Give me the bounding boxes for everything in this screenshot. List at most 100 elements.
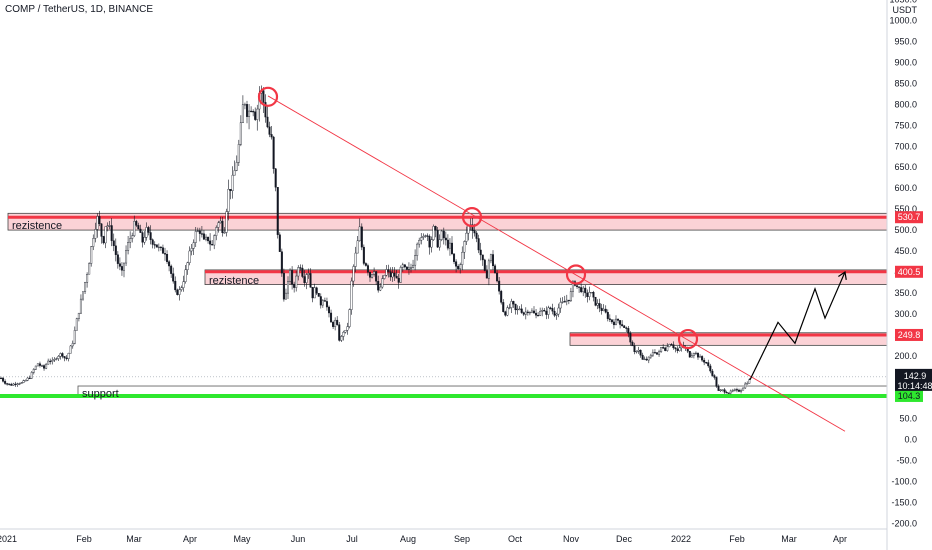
candle-body xyxy=(451,242,454,254)
candle-body xyxy=(561,301,564,303)
candle-body xyxy=(30,372,33,379)
candle-body xyxy=(340,336,343,341)
candle-body xyxy=(448,242,451,249)
candle-body xyxy=(738,389,741,392)
candle-body xyxy=(576,285,579,287)
candle-body xyxy=(656,352,659,355)
candle-body xyxy=(110,225,113,241)
candle-body xyxy=(280,251,283,274)
candle-body xyxy=(159,246,162,249)
price-tag xyxy=(895,211,923,224)
candle-body xyxy=(467,225,470,234)
candle-body xyxy=(596,303,599,306)
candle-body xyxy=(746,383,749,385)
touch-circle xyxy=(461,206,483,228)
candle-body xyxy=(371,274,374,278)
candle-body xyxy=(733,389,736,391)
candle-body xyxy=(276,187,279,235)
candle-body xyxy=(463,241,466,253)
candle-body xyxy=(163,253,166,255)
candle-body xyxy=(653,352,656,354)
candle-body xyxy=(401,264,404,268)
candle-body xyxy=(41,365,44,367)
candle-body xyxy=(235,162,238,171)
candle-body xyxy=(256,108,259,120)
candle-body xyxy=(131,235,134,239)
candle-body xyxy=(334,319,337,327)
candle-body xyxy=(221,220,224,233)
candle-body xyxy=(381,278,384,288)
candle-body xyxy=(6,383,9,385)
candle-body xyxy=(176,289,179,295)
y-tick-label: 700.0 xyxy=(894,141,917,151)
candle-body xyxy=(494,265,497,274)
candle-body xyxy=(672,344,675,349)
candle-body xyxy=(192,242,195,249)
candle-body xyxy=(262,90,265,103)
candle-body xyxy=(578,286,581,288)
x-tick-label: Feb xyxy=(76,534,92,544)
candle-body xyxy=(670,344,673,346)
candle-body xyxy=(735,389,738,391)
candle-body xyxy=(317,293,320,297)
candle-body xyxy=(295,275,298,288)
candle-body xyxy=(403,264,406,268)
y-tick-label: 850.0 xyxy=(894,78,917,88)
candle-body xyxy=(461,251,464,265)
candle-body xyxy=(135,221,138,226)
candle-body xyxy=(301,267,304,277)
candle-body xyxy=(305,274,308,283)
candle-body xyxy=(664,347,667,351)
candle-body xyxy=(241,104,244,123)
candle-body xyxy=(715,377,718,387)
candle-body xyxy=(567,299,570,302)
candle-body xyxy=(49,360,52,363)
candle-body xyxy=(200,233,203,235)
candle-body xyxy=(184,269,187,282)
candle-body xyxy=(528,311,531,314)
y-tick-label: 0.0 xyxy=(904,435,917,445)
candle-body xyxy=(428,235,431,248)
candle-body xyxy=(692,353,695,356)
y-tick-label: 1050.0 xyxy=(889,0,917,5)
candle-body xyxy=(748,379,751,384)
candle-body xyxy=(346,326,349,331)
candle-body xyxy=(328,306,331,314)
candle-body xyxy=(342,331,345,337)
candle-body xyxy=(377,281,380,291)
candle-body xyxy=(434,226,437,231)
candle-body xyxy=(352,266,355,282)
candle-body xyxy=(209,240,212,245)
candles-layer xyxy=(0,85,751,395)
candle-body xyxy=(414,255,417,266)
candle-body xyxy=(172,273,175,282)
candle-body xyxy=(166,254,169,262)
candle-body xyxy=(660,347,663,353)
candle-body xyxy=(122,262,125,271)
candle-body xyxy=(129,238,132,243)
candle-body xyxy=(369,272,372,278)
candle-body xyxy=(114,245,117,255)
price-tag xyxy=(895,389,923,402)
candle-body xyxy=(252,111,255,113)
candle-body xyxy=(690,355,693,358)
candle-body xyxy=(67,353,70,359)
candle-body xyxy=(59,353,62,357)
candle-body xyxy=(348,309,351,327)
y-tick-label: 750.0 xyxy=(894,120,917,130)
candle-body xyxy=(588,292,591,297)
x-tick-label: Aug xyxy=(400,534,416,544)
candle-body xyxy=(719,389,722,391)
candle-body xyxy=(161,247,164,254)
candle-body xyxy=(551,308,554,312)
candle-body xyxy=(559,302,562,309)
candle-body xyxy=(274,168,277,188)
y-tick-label: 450.0 xyxy=(894,246,917,256)
candle-body xyxy=(4,381,7,384)
candle-body xyxy=(602,308,605,311)
candle-body xyxy=(709,365,712,372)
candle-body xyxy=(477,238,480,251)
trendline xyxy=(267,95,846,432)
candle-body xyxy=(711,370,714,376)
